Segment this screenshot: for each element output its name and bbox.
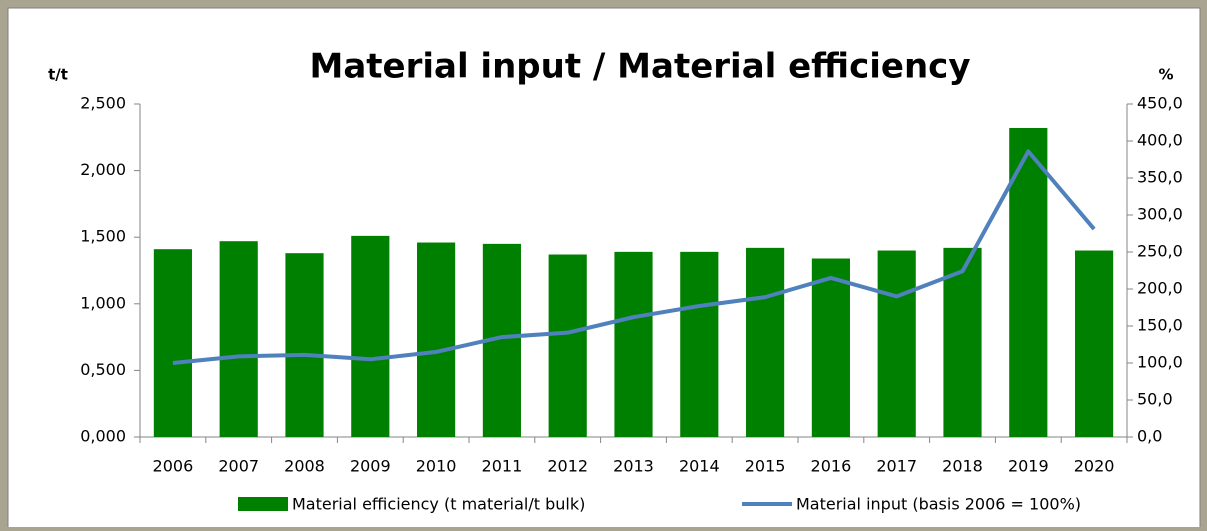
y2-tick-label: 350,0: [1137, 168, 1183, 187]
bar: [548, 254, 587, 437]
y2-tick-label: 0,0: [1137, 427, 1162, 446]
x-tick-label: 2012: [547, 457, 588, 476]
legend-label: Material efficiency (t material/t bulk): [292, 495, 585, 514]
y2-tick-label: 200,0: [1137, 279, 1183, 298]
x-tick-label: 2016: [811, 457, 852, 476]
bar: [811, 258, 850, 437]
legend-swatch: [238, 497, 288, 511]
chart-frame: [7, 7, 1201, 531]
y-axis-label: t/t: [48, 66, 68, 84]
bar: [746, 247, 785, 437]
x-tick-label: 2008: [284, 457, 325, 476]
y2-tick-label: 450,0: [1137, 94, 1183, 113]
bar: [1009, 127, 1048, 437]
y-tick-label: 1,500: [80, 227, 126, 246]
x-tick-label: 2019: [1008, 457, 1049, 476]
y2-axis-label: %: [1158, 66, 1173, 84]
bar: [153, 249, 192, 437]
y-tick-label: 0,500: [80, 360, 126, 379]
x-tick-label: 2011: [482, 457, 523, 476]
x-tick-label: 2017: [876, 457, 917, 476]
y-tick-label: 0,000: [80, 427, 126, 446]
y2-tick-label: 400,0: [1137, 131, 1183, 150]
line: [172, 149, 1096, 365]
x-tick-label: 2018: [942, 457, 983, 476]
y-tick-label: 2,000: [80, 160, 126, 179]
y2-tick-label: 250,0: [1137, 242, 1183, 261]
y2-tick-label: 100,0: [1137, 353, 1183, 372]
chart-title: Material input / Material efficiency: [309, 47, 970, 87]
x-tick-label: 2014: [679, 457, 720, 476]
y-tick-label: 2,500: [80, 94, 126, 113]
bar: [943, 247, 982, 437]
x-tick-label: 2007: [218, 457, 259, 476]
y-tick-label: 1,000: [80, 293, 126, 312]
bar: [285, 253, 324, 437]
y2-tick-label: 50,0: [1137, 390, 1173, 409]
x-tick-label: 2006: [153, 457, 194, 476]
y2-tick-label: 150,0: [1137, 316, 1183, 335]
x-tick-label: 2013: [613, 457, 654, 476]
x-tick-label: 2020: [1074, 457, 1115, 476]
bar: [219, 241, 258, 437]
bar: [614, 251, 653, 437]
bar: [1075, 250, 1114, 437]
bar: [877, 250, 916, 437]
x-tick-label: 2010: [416, 457, 457, 476]
bar: [417, 242, 456, 437]
y2-tick-label: 300,0: [1137, 205, 1183, 224]
bar: [680, 251, 719, 437]
legend-label: Material input (basis 2006 = 100%): [796, 495, 1081, 514]
x-tick-label: 2009: [350, 457, 391, 476]
bar: [351, 235, 390, 437]
x-tick-label: 2015: [745, 457, 786, 476]
